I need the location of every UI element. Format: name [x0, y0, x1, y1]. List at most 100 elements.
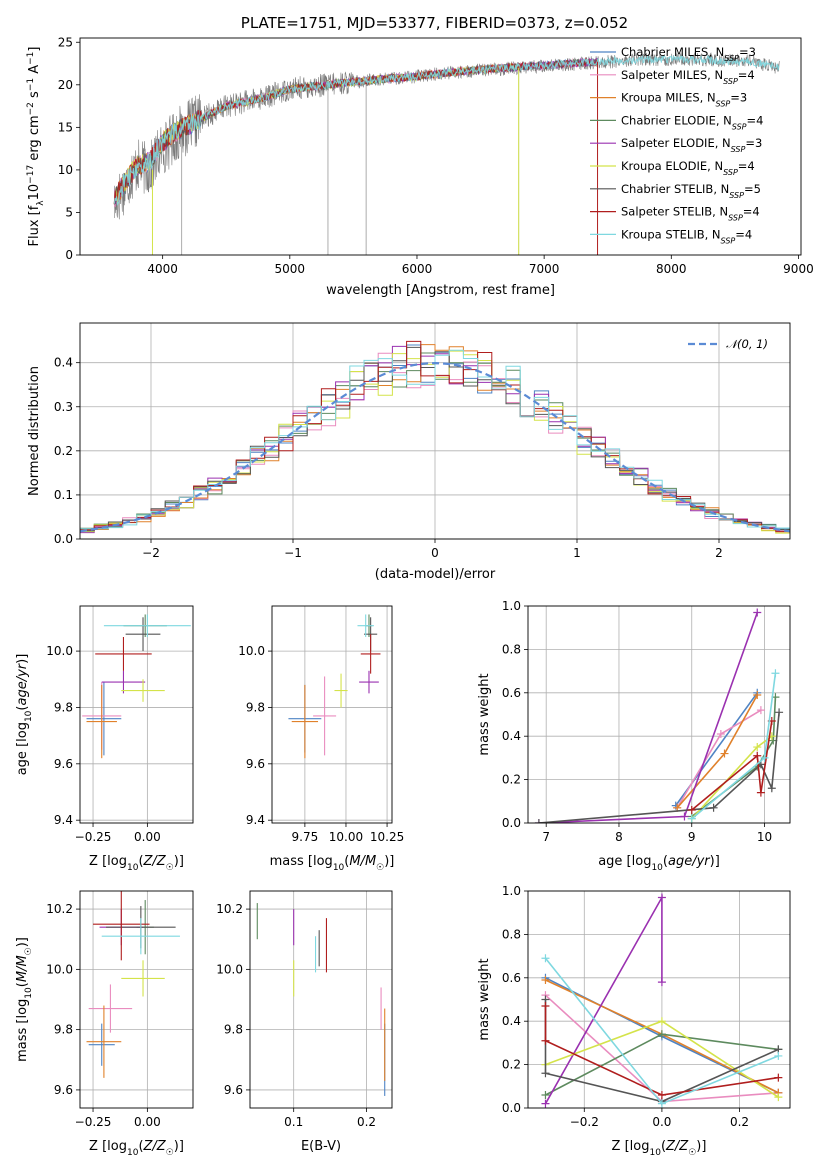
- y-tick-label: 0.0: [54, 532, 73, 546]
- errorbars: [86, 891, 180, 1078]
- x-tick-label: 10.00: [329, 830, 363, 844]
- x-axis-label: Z [log10(Z/Z☉)]: [612, 1139, 707, 1158]
- legend-entry: Salpeter STELIB, NSSP=4: [621, 205, 760, 223]
- model-line-salpeter_stelib: [113, 56, 598, 204]
- x-tick-label: 0.0: [652, 1115, 671, 1129]
- y-tick-label: 0.0: [502, 1101, 521, 1115]
- x-tick-label: 9: [688, 830, 696, 844]
- weight-marker-kroupa_stelib: [687, 814, 696, 823]
- x-tick-label: 5000: [275, 262, 306, 276]
- x-axis-label: Z [log10(Z/Z☉)]: [89, 1139, 184, 1158]
- y-tick-label: 0.8: [502, 927, 521, 941]
- y-tick-label: 10.2: [216, 902, 243, 916]
- age_vs_Z-panel: −0.25 0.00 9.4 9.6 9.8 10.0 Z [log10(Z/Z☉)] age…: [15, 605, 194, 873]
- axes-frame: [79, 605, 194, 824]
- y-axis-label: Normed distribution: [27, 366, 42, 496]
- y-tick-label: 9.8: [54, 700, 73, 714]
- weight-marker-kroupa_miles: [541, 975, 550, 984]
- y-axis-label: mass weight: [477, 673, 492, 755]
- x-axis-label: age [log10(age/yr)]: [598, 854, 720, 873]
- errorbars: [256, 903, 386, 1096]
- y-tick-label: 0.8: [502, 642, 521, 656]
- weight-marker-salpeter_stelib: [657, 1090, 666, 1099]
- x-tick-label: 10.25: [370, 830, 404, 844]
- x-tick-label: 0.2: [730, 1115, 749, 1129]
- axes-frame: [79, 890, 194, 1109]
- x-tick-label: 2: [715, 546, 723, 560]
- y-tick-label: 20: [58, 78, 73, 92]
- x-tick-label: 6000: [402, 262, 433, 276]
- gaussian-curve: [80, 361, 790, 533]
- y-axis-label: mass weight: [477, 958, 492, 1040]
- x-tick-label: 10: [757, 830, 772, 844]
- x-tick-label: −2: [142, 546, 160, 560]
- weight-line-salpeter_stelib: [544, 1006, 779, 1096]
- x-axis-label: wavelength [Angstrom, rest frame]: [326, 283, 555, 298]
- x-tick-label: −1: [284, 546, 302, 560]
- weight-lines: [541, 893, 783, 1108]
- weight-marker-salpeter_stelib: [541, 1002, 550, 1011]
- weight-marker-salpeter_stelib: [756, 788, 765, 797]
- weight-marker-chabrier_stelib: [534, 819, 543, 823]
- axes-frame: [527, 890, 791, 1109]
- legend-gaussian-label: 𝒩(0, 1): [726, 337, 768, 351]
- x-tick-label: 8000: [656, 262, 687, 276]
- y-tick-label: 1.0: [502, 884, 521, 898]
- axes-frame: [527, 605, 791, 824]
- weight-marker-kroupa_stelib: [771, 669, 780, 678]
- y-tick-label: 9.6: [224, 1083, 243, 1097]
- legend-entry: Salpeter ELODIE, NSSP=3: [621, 136, 762, 154]
- x-tick-label: 0.2: [357, 1115, 376, 1129]
- y-tick-label: 10.2: [46, 902, 73, 916]
- y-tick-label: 15: [58, 120, 73, 134]
- x-tick-label: 0.00: [134, 1115, 161, 1129]
- x-tick-label: 0.00: [134, 830, 161, 844]
- observed-spectrum: [114, 52, 780, 255]
- errorbars: [82, 614, 191, 759]
- y-tick-label: 0.2: [502, 1058, 521, 1072]
- y-tick-label: 0.4: [502, 1014, 521, 1028]
- weight-lines: [534, 608, 784, 823]
- legend-entry: Kroupa STELIB, NSSP=4: [621, 227, 752, 245]
- model-spectra: [113, 53, 780, 255]
- legend-entry: Kroupa MILES, NSSP=3: [621, 91, 747, 109]
- axes-frame: [79, 37, 802, 256]
- y-tick-label: 9.6: [246, 757, 265, 771]
- x-axis-label: E(B-V): [301, 1139, 341, 1154]
- weight-marker-kroupa_stelib: [541, 954, 550, 963]
- x-tick-label: −0.25: [75, 830, 112, 844]
- legend: Chabrier MILES, NSSP=3 Salpeter MILES, NS…: [590, 45, 763, 245]
- weight-marker-salpeter_miles: [716, 730, 725, 739]
- y-tick-label: 9.8: [224, 1023, 243, 1037]
- weight-marker-salpeter_elodie: [657, 978, 666, 987]
- weight-line-salpeter_stelib: [691, 720, 773, 811]
- x-tick-label: 9.75: [292, 830, 319, 844]
- weight-marker-salpeter_miles: [756, 706, 765, 715]
- axes-frame: [249, 890, 393, 1109]
- legend-entry: Chabrier ELODIE, NSSP=4: [621, 113, 763, 130]
- weight-marker-salpeter_elodie: [753, 608, 762, 617]
- weight-line-kroupa_stelib: [691, 673, 777, 820]
- y-axis-label: age [log10(age/yr)]: [15, 654, 34, 776]
- y-tick-label: 0.6: [502, 971, 521, 985]
- legend-entry: Chabrier STELIB, NSSP=5: [621, 182, 761, 200]
- weight-marker-salpeter_stelib: [753, 751, 762, 760]
- spectrum-panel: 4000 5000 6000 7000 8000 9000 0 5 10 15 20 25 PLATE=…: [26, 14, 814, 298]
- axes-frame: [79, 322, 791, 540]
- chart-title: PLATE=1751, MJD=53377, FIBERID=0373, z=0…: [241, 14, 628, 32]
- weight-marker-chabrier_stelib: [767, 784, 776, 793]
- y-tick-label: 9.8: [246, 700, 265, 714]
- weight-marker-chabrier_stelib: [709, 803, 718, 812]
- y-tick-label: 0.2: [502, 773, 521, 787]
- histogram-kroupa_stelib: [80, 349, 790, 530]
- weight-marker-chabrier_stelib: [541, 1069, 550, 1078]
- weight_vs_Z-panel: −0.2 0.0 0.2 0.0 0.2 0.4 0.6 0.8 1.0 Z [log10(Z/Z…: [477, 884, 791, 1158]
- y-tick-label: 10.0: [238, 644, 265, 658]
- y-tick-label: 9.8: [54, 1023, 73, 1037]
- weight-marker-kroupa_elodie: [774, 1093, 783, 1102]
- x-tick-label: 4000: [147, 262, 178, 276]
- x-axis-label: (data-model)/error: [375, 567, 496, 582]
- weight-marker-kroupa_miles: [720, 749, 729, 758]
- errorbars: [288, 614, 381, 759]
